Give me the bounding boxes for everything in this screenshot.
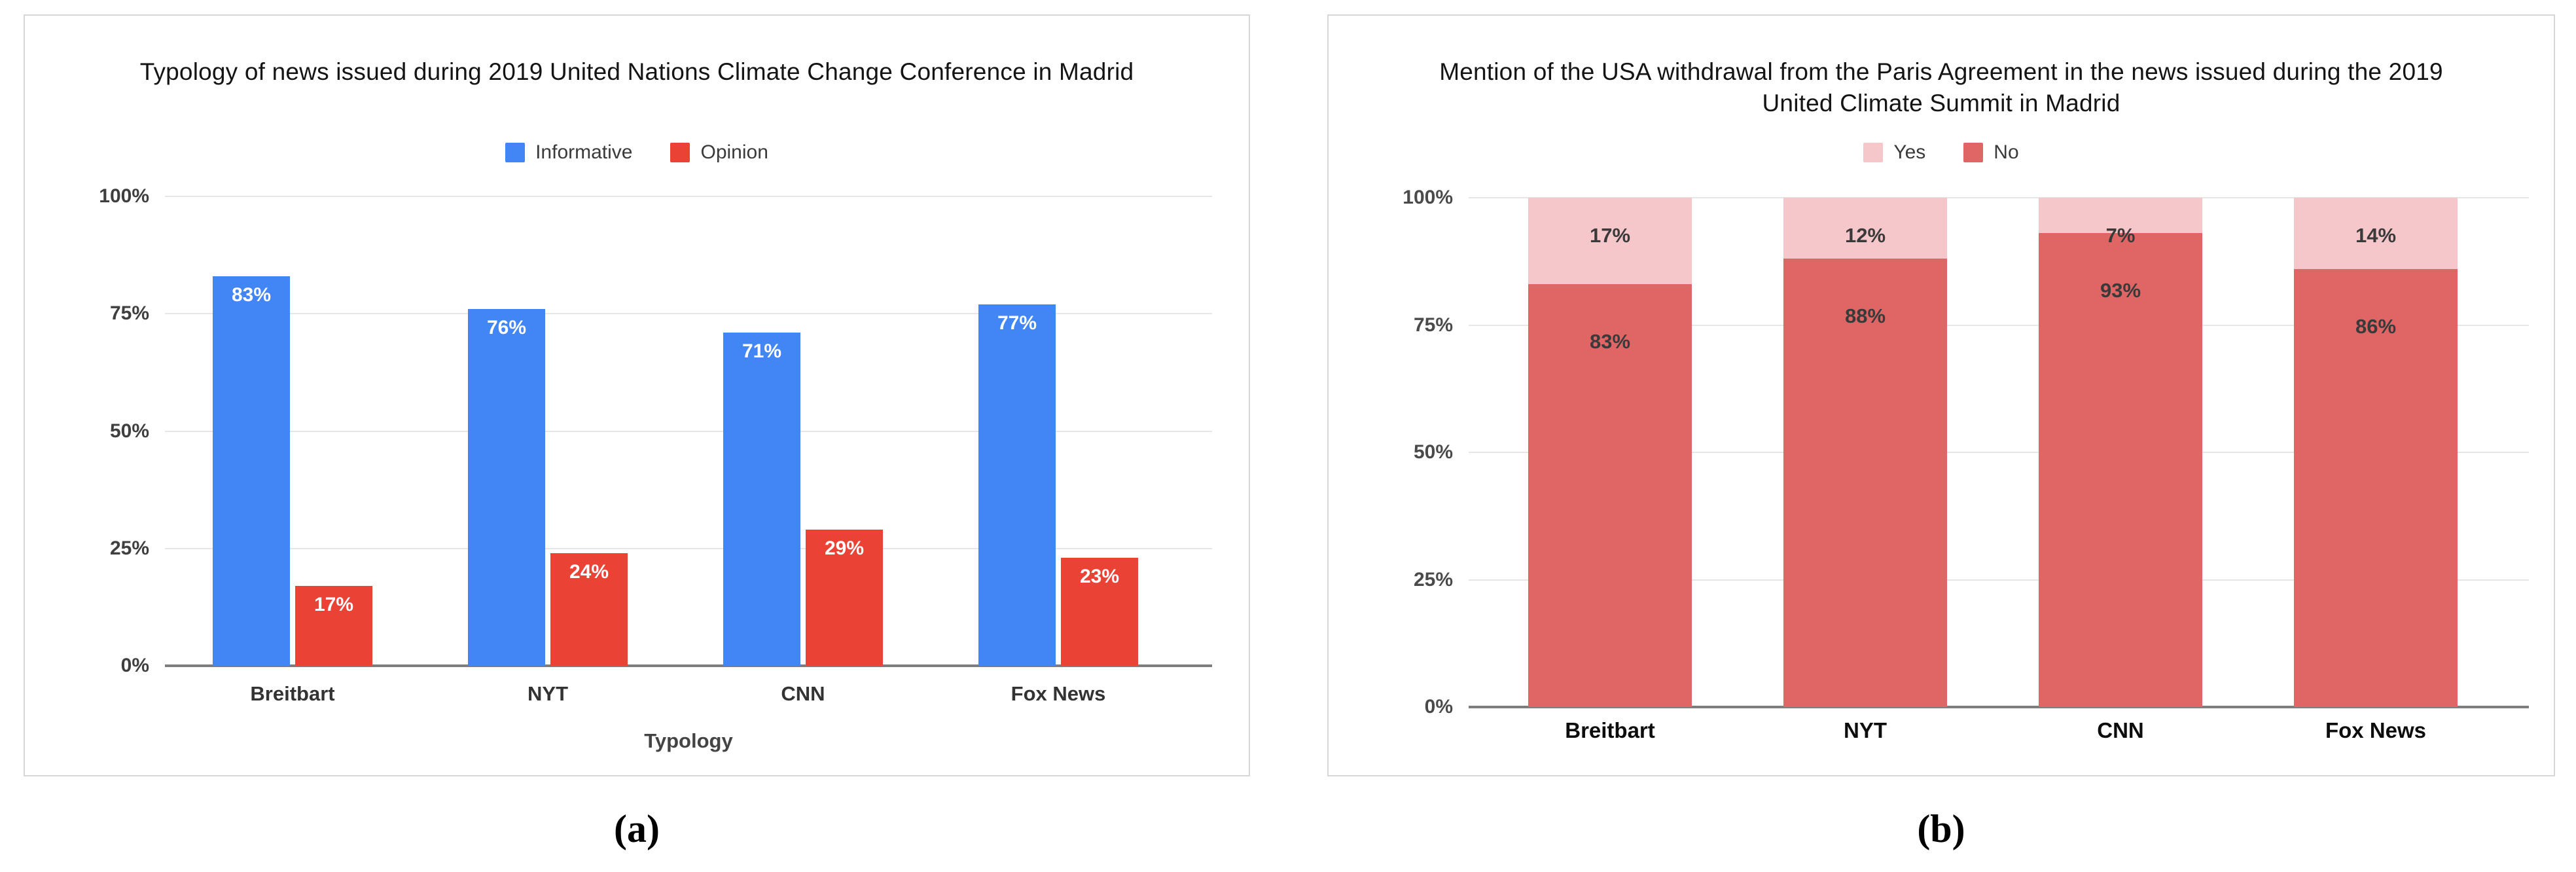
gridline-25- [1469,579,2529,581]
bar-segment-no-breitbart [1528,284,1692,707]
bar-value-label-opinion-cnn: 29% [824,537,865,560]
legend-swatch-informative [505,143,526,162]
chart-a-title: Typology of news issued during 2019 Unit… [139,58,1134,85]
y-axis-tick-label-50-: 50% [109,420,149,442]
bar-informative-nyt [468,309,545,666]
legend-label-yes: Yes [1893,141,1926,163]
bar-value-label-no-cnn: 93% [2100,279,2141,302]
bar-segment-yes-fox-news [2294,198,2458,269]
bar-value-label-opinion-nyt: 24% [569,560,609,583]
bar-value-label-yes-nyt: 12% [1844,224,1886,247]
x-axis-category-label-breitbart: Breitbart [1565,718,1655,742]
bar-value-label-yes-breitbart: 17% [1589,224,1631,247]
y-axis-tick-label-0-: 0% [120,655,149,676]
gridline-25- [165,547,1212,549]
legend-item-no: No [1963,141,2019,164]
legend-swatch-no [1963,143,1984,162]
subfigure-caption-b: (b) [1917,807,1965,850]
chart-a-legend: Informative Opinion [25,140,1249,165]
legend-item-informative: Informative [505,141,632,164]
x-axis-category-label-breitbart: Breitbart [250,682,335,705]
bar-value-label-no-fox-news: 86% [2355,314,2397,338]
y-axis-tick-label-25-: 25% [1413,568,1453,590]
legend-label-informative: Informative [535,141,633,163]
bar-value-label-no-breitbart: 83% [1589,330,1631,354]
bar-segment-yes-nyt [1783,198,1947,259]
bar-value-label-no-nyt: 88% [1844,304,1886,328]
y-axis-tick-label-0-: 0% [1424,696,1453,718]
legend-swatch-opinion [670,143,690,162]
bar-value-label-yes-fox-news: 14% [2355,224,2397,247]
gridline-75- [165,313,1212,315]
bar-segment-yes-cnn [2039,198,2202,234]
bar-value-label-informative-nyt: 76% [486,317,527,339]
chart-b-legend: Yes No [1329,140,2554,165]
legend-label-no: No [1994,141,2019,163]
gridline-0- [165,664,1212,667]
y-axis-tick-label-100-: 100% [1403,187,1453,208]
chart-b-title: Mention of the USA withdrawal from the P… [1439,58,2443,117]
x-axis-category-label-cnn: CNN [781,682,825,705]
gridline-0- [1469,706,2529,708]
bar-opinion-cnn [806,530,883,666]
bar-value-label-yes-cnn: 7% [2105,224,2136,247]
bar-value-label-informative-cnn: 71% [742,340,782,362]
gridline-100- [1469,197,2529,198]
bar-segment-no-nyt [1783,259,1947,707]
bar-opinion-breitbart [295,586,372,666]
x-axis-category-label-fox-news: Fox News [2325,718,2427,742]
chart-panel-b: Mention of the USA withdrawal from the P… [1327,14,2555,776]
x-axis-category-label-fox-news: Fox News [1011,682,1106,705]
gridline-100- [165,196,1212,197]
bar-value-label-informative-fox-news: 77% [997,312,1037,334]
legend-item-opinion: Opinion [670,141,768,164]
y-axis-tick-label-25-: 25% [109,537,149,559]
y-axis-tick-label-75-: 75% [109,302,149,325]
gridline-50- [165,430,1212,432]
y-axis-tick-label-50-: 50% [1413,441,1453,463]
legend-label-opinion: Opinion [700,141,768,163]
bar-value-label-opinion-breitbart: 17% [313,594,354,616]
x-axis-category-label-cnn: CNN [2097,718,2144,742]
x-axis-category-label-nyt: NYT [528,682,568,705]
y-axis-tick-label-75-: 75% [1413,314,1453,336]
bar-value-label-informative-breitbart: 83% [231,283,272,306]
chart-panel-a: Typology of news issued during 2019 Unit… [24,14,1250,776]
bar-informative-fox-news [978,304,1056,666]
x-axis-category-label-nyt: NYT [1844,718,1887,742]
bar-informative-cnn [723,332,800,666]
subfigure-caption-a: (a) [614,807,660,850]
bar-segment-no-cnn [2039,233,2202,707]
gridline-75- [1469,324,2529,326]
chart-a-x-axis-title: Typology [644,729,733,752]
y-axis-tick-label-100-: 100% [99,185,149,207]
bar-value-label-opinion-fox-news: 23% [1079,566,1120,588]
bar-opinion-fox-news [1061,558,1138,666]
legend-swatch-yes [1863,143,1884,162]
bar-segment-yes-breitbart [1528,198,1692,285]
legend-item-yes: Yes [1863,141,1925,164]
bar-informative-breitbart [213,276,290,666]
bar-opinion-nyt [550,553,628,666]
gridline-50- [1469,452,2529,453]
bar-segment-no-fox-news [2294,268,2458,707]
